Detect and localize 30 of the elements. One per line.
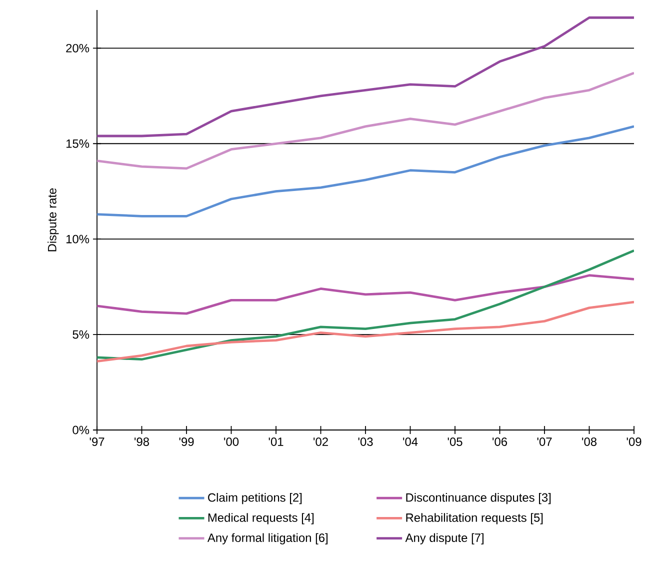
y-tick-label: 0% bbox=[72, 426, 90, 434]
y-axis-title: Dispute rate bbox=[48, 188, 59, 252]
y-tick-label: 15% bbox=[66, 139, 90, 148]
line-series bbox=[97, 274, 634, 315]
x-tick-label: '09 bbox=[626, 438, 642, 446]
y-tick-label: 5% bbox=[72, 330, 90, 339]
x-tick-label: '99 bbox=[179, 438, 194, 446]
legend-label: Any formal litigation [6] bbox=[207, 533, 328, 544]
x-tick-label: '06 bbox=[492, 438, 508, 446]
line-series bbox=[97, 16, 634, 138]
line-series bbox=[97, 300, 634, 362]
x-tick-label: '98 bbox=[134, 438, 150, 446]
legend-label: Rehabilitation requests [5] bbox=[406, 513, 543, 524]
x-tick-label: '00 bbox=[224, 438, 239, 446]
y-tick-label: 20% bbox=[66, 44, 90, 52]
x-tick-label: '05 bbox=[448, 438, 462, 446]
legend-label: Claim petitions [2] bbox=[208, 492, 302, 504]
x-tick-label: '02 bbox=[314, 438, 328, 446]
x-tick-label: '97 bbox=[90, 438, 104, 446]
y-tick-label: 10% bbox=[66, 234, 90, 244]
legend-label: Medical requests [4] bbox=[208, 513, 314, 524]
x-tick-label: '04 bbox=[403, 438, 418, 446]
x-tick-label: '07 bbox=[537, 438, 552, 446]
x-tick-label: '01 bbox=[268, 438, 284, 446]
line-series bbox=[97, 125, 634, 218]
line-series bbox=[97, 72, 634, 170]
legend-label: Any dispute [7] bbox=[405, 533, 484, 544]
x-tick-label: '08 bbox=[582, 438, 597, 446]
legend-label: Discontinuance disputes [3] bbox=[406, 492, 551, 504]
x-tick-label: '03 bbox=[358, 438, 373, 446]
